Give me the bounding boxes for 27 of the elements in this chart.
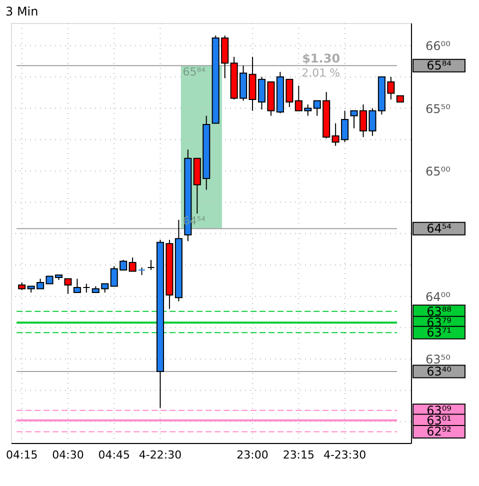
x-tick-label: 23:00 xyxy=(236,448,268,462)
candlestick xyxy=(147,259,155,270)
x-tick-label: 04:30 xyxy=(52,448,84,462)
ref-line-label: 63⁰¹ xyxy=(426,413,452,428)
x-tick-label: 04:45 xyxy=(98,448,130,462)
ref-line-label: 65⁸⁴ xyxy=(182,66,206,79)
y-tick-label: 65⁵⁰ xyxy=(426,102,451,116)
x-tick-label: 04:15 xyxy=(6,448,38,462)
chart-title: 3 Min xyxy=(5,4,38,18)
annotation: $1.30 xyxy=(302,52,340,66)
text: 64⁵⁴ xyxy=(426,222,452,236)
y-tick-label: 63⁵⁰ xyxy=(426,352,451,366)
ref-line-label: 63⁴⁰ xyxy=(426,364,452,379)
ref-line-label: 62⁹² xyxy=(426,424,452,439)
annotation: 2.01 % xyxy=(302,66,340,80)
candlestick xyxy=(73,278,81,294)
x-tick-label: 23:15 xyxy=(282,448,315,462)
ref-line-label: 63⁸⁸ xyxy=(426,304,452,318)
y-tick-label: 65⁰⁰ xyxy=(426,164,451,178)
ref-line-label: 63⁷¹ xyxy=(426,326,452,340)
text: 65⁸⁴ xyxy=(426,58,452,73)
x-tick-label: 4-23:30 xyxy=(323,448,366,462)
y-tick-label: 64⁰⁰ xyxy=(426,290,451,304)
y-tick-label: 66⁰⁰ xyxy=(426,39,451,54)
candlestick xyxy=(64,278,72,294)
x-tick-label: 4-22:30 xyxy=(138,448,182,462)
candlestick xyxy=(128,256,136,272)
